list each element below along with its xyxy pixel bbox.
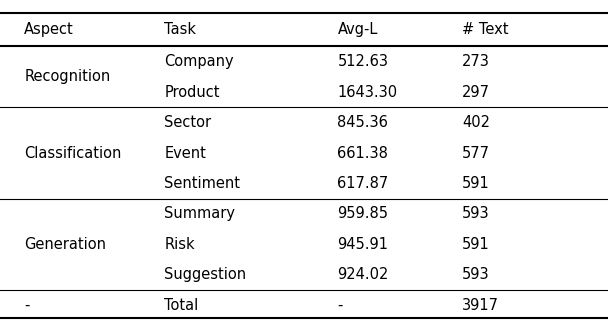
Text: Recognition: Recognition xyxy=(24,69,111,85)
Text: Summary: Summary xyxy=(164,206,235,222)
Text: 845.36: 845.36 xyxy=(337,115,389,130)
Text: 512.63: 512.63 xyxy=(337,54,389,69)
Text: 593: 593 xyxy=(462,267,489,283)
Text: Product: Product xyxy=(164,85,219,100)
Text: 577: 577 xyxy=(462,145,490,161)
Text: Task: Task xyxy=(164,22,196,37)
Text: Total: Total xyxy=(164,298,198,313)
Text: 297: 297 xyxy=(462,85,490,100)
Text: # Text: # Text xyxy=(462,22,508,37)
Text: Suggestion: Suggestion xyxy=(164,267,246,283)
Text: 959.85: 959.85 xyxy=(337,206,389,222)
Text: 617.87: 617.87 xyxy=(337,176,389,191)
Text: Classification: Classification xyxy=(24,145,122,161)
Text: Risk: Risk xyxy=(164,237,195,252)
Text: Company: Company xyxy=(164,54,234,69)
Text: 591: 591 xyxy=(462,237,490,252)
Text: Sentiment: Sentiment xyxy=(164,176,240,191)
Text: -: - xyxy=(337,298,343,313)
Text: 273: 273 xyxy=(462,54,490,69)
Text: 402: 402 xyxy=(462,115,490,130)
Text: 661.38: 661.38 xyxy=(337,145,389,161)
Text: 924.02: 924.02 xyxy=(337,267,389,283)
Text: 593: 593 xyxy=(462,206,489,222)
Text: Sector: Sector xyxy=(164,115,212,130)
Text: 3917: 3917 xyxy=(462,298,499,313)
Text: 945.91: 945.91 xyxy=(337,237,389,252)
Text: 1643.30: 1643.30 xyxy=(337,85,398,100)
Text: Avg-L: Avg-L xyxy=(337,22,378,37)
Text: Event: Event xyxy=(164,145,206,161)
Text: 591: 591 xyxy=(462,176,490,191)
Text: Generation: Generation xyxy=(24,237,106,252)
Text: -: - xyxy=(24,298,30,313)
Text: Aspect: Aspect xyxy=(24,22,74,37)
